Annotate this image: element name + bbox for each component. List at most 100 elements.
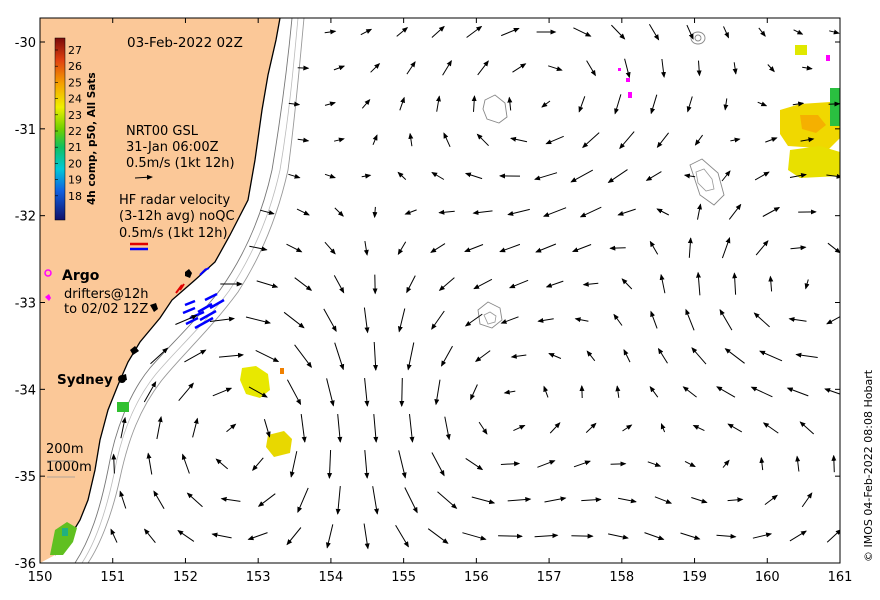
current-arrow — [289, 451, 298, 478]
current-arrow — [477, 60, 489, 76]
current-arrow — [613, 313, 623, 326]
current-arrow — [431, 310, 445, 330]
current-arrow — [406, 275, 416, 294]
model-legend-line2: 31-Jan 06:00Z — [126, 140, 219, 155]
current-arrow — [510, 353, 527, 359]
current-arrow — [534, 533, 559, 539]
current-arrow — [498, 533, 523, 539]
current-arrow — [789, 530, 807, 542]
current-arrow — [333, 137, 345, 143]
current-arrow — [573, 27, 592, 37]
argo-legend-label: Argo — [62, 268, 100, 284]
current-arrow — [288, 101, 301, 107]
current-arrow — [694, 134, 704, 146]
current-arrow — [541, 100, 551, 108]
current-arrow — [120, 416, 127, 439]
place-label-sydney: Sydney — [57, 372, 113, 388]
current-arrow — [257, 493, 276, 507]
current-arrow — [719, 309, 733, 331]
map-title: 03-Feb-2022 02Z — [127, 35, 243, 51]
current-arrow — [543, 385, 549, 398]
colorbar-tick-label: 25 — [68, 76, 82, 89]
current-arrow — [192, 417, 199, 438]
current-arrow — [728, 203, 742, 220]
current-arrow — [826, 529, 840, 543]
current-arrow — [503, 389, 516, 395]
current-arrow — [226, 423, 237, 433]
current-arrow — [471, 496, 496, 505]
current-arrow — [404, 209, 417, 215]
x-tick-label: 161 — [828, 570, 853, 585]
current-arrow — [799, 421, 815, 435]
current-arrow — [586, 60, 596, 77]
y-tick-label: -32 — [15, 210, 36, 225]
current-arrow — [431, 452, 445, 477]
current-arrow — [758, 27, 766, 37]
current-vectors — [110, 24, 840, 550]
current-arrow — [827, 242, 840, 254]
current-arrow — [324, 173, 336, 179]
current-arrow — [364, 450, 370, 479]
current-arrow — [444, 416, 451, 441]
current-arrow — [656, 132, 669, 148]
current-arrow — [661, 58, 666, 78]
current-arrow — [181, 453, 190, 474]
current-arrow — [829, 29, 840, 35]
current-arrow — [762, 422, 779, 434]
current-arrow — [297, 487, 309, 514]
drifter-legend-marker — [45, 294, 51, 301]
current-arrow — [438, 277, 455, 292]
current-arrow — [535, 243, 557, 253]
current-arrow — [826, 316, 840, 325]
colorbar-tick-label: 23 — [68, 109, 82, 122]
current-arrow — [361, 173, 372, 179]
current-arrow — [399, 377, 405, 407]
current-arrow — [153, 490, 165, 510]
y-tick-label: -34 — [15, 383, 36, 398]
radar-legend-line2: (3-12h avg) noQC — [119, 209, 235, 224]
current-arrow — [578, 96, 586, 113]
current-arrow — [579, 206, 602, 218]
x-tick-label: 154 — [318, 570, 343, 585]
current-arrow — [680, 532, 701, 540]
current-arrow — [510, 136, 528, 143]
current-arrow — [586, 350, 596, 362]
current-arrow — [507, 208, 530, 216]
current-arrow — [716, 533, 737, 539]
current-arrow — [754, 171, 770, 181]
x-tick-label: 160 — [755, 570, 780, 585]
current-arrow — [462, 532, 487, 541]
current-arrow — [795, 352, 818, 358]
current-arrow — [650, 310, 658, 329]
x-tick-label: 150 — [28, 570, 53, 585]
current-arrow — [363, 307, 370, 334]
current-arrow — [682, 386, 697, 398]
land-mass — [40, 18, 280, 563]
current-arrow — [464, 244, 484, 253]
current-arrow — [649, 385, 659, 398]
current-arrow — [373, 341, 379, 371]
current-arrow — [764, 494, 778, 505]
current-arrow — [372, 206, 378, 219]
current-arrow — [727, 497, 744, 503]
current-arrow — [373, 414, 379, 443]
current-arrow — [753, 312, 770, 328]
current-arrow — [286, 243, 303, 253]
current-arrow — [610, 461, 627, 467]
current-arrow — [732, 62, 738, 75]
current-arrow — [582, 132, 600, 149]
current-arrow — [363, 241, 369, 256]
current-arrow — [614, 94, 622, 115]
current-arrow — [248, 386, 268, 398]
x-tick-label: 158 — [609, 570, 634, 585]
current-arrow — [500, 461, 521, 467]
current-arrow — [499, 243, 521, 253]
current-arrow — [466, 25, 483, 38]
colorbar-tick-label: 20 — [68, 157, 82, 170]
current-arrow — [286, 379, 302, 406]
current-arrow — [471, 95, 477, 112]
current-arrow — [534, 172, 558, 181]
current-arrow — [372, 486, 379, 515]
current-arrow — [686, 96, 693, 113]
current-arrow — [686, 24, 694, 40]
